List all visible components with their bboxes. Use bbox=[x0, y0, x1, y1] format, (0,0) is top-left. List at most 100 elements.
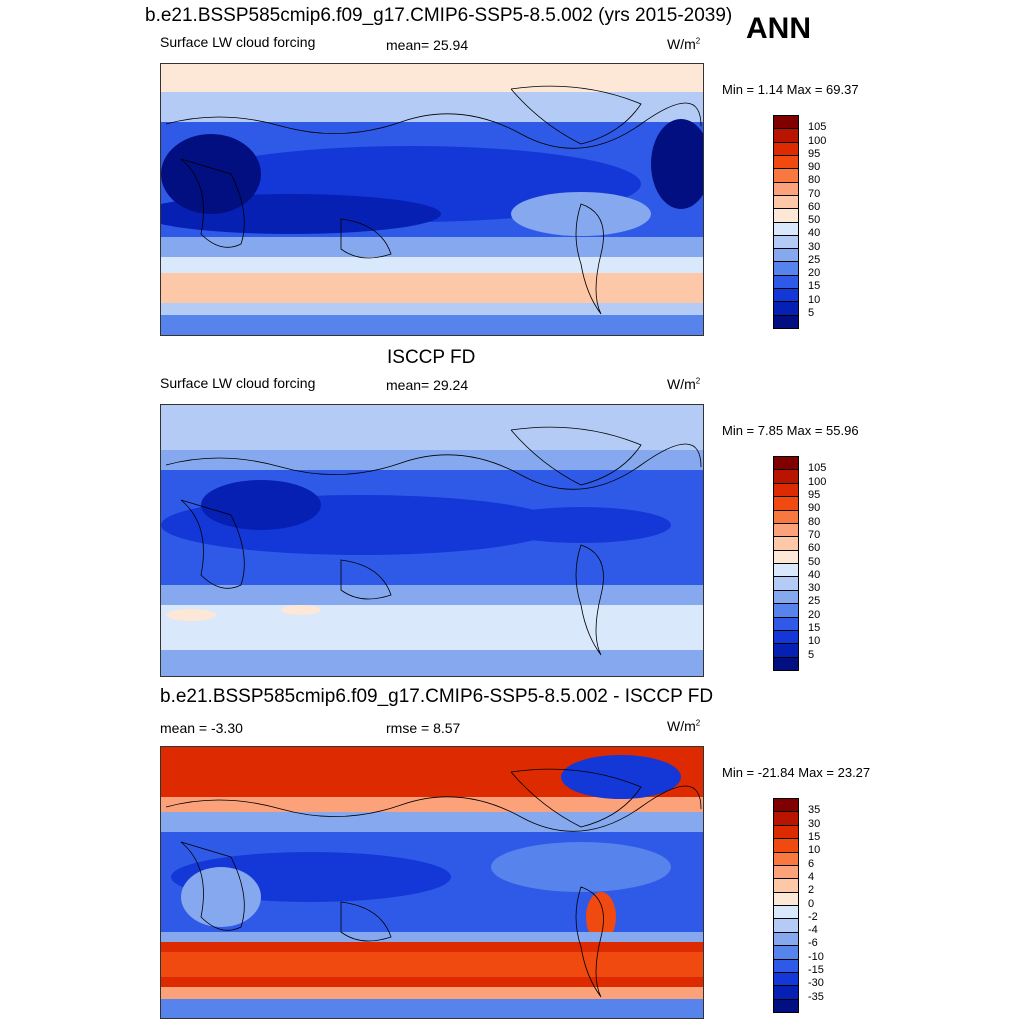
colorbar-tick-label: 5 bbox=[808, 648, 815, 661]
colorbar-segment bbox=[774, 315, 798, 328]
colorbar-segment bbox=[774, 235, 798, 250]
colorbar-tick-label: 20 bbox=[808, 267, 821, 279]
colorbar-tick-label: 60 bbox=[808, 200, 821, 213]
panel1-mean: mean= 25.94 bbox=[386, 37, 469, 53]
colorbar-segment bbox=[774, 825, 798, 840]
colorbar-segment bbox=[774, 617, 798, 631]
colorbar-tick-label: 60 bbox=[808, 542, 821, 555]
colorbar-tick-label: 50 bbox=[808, 214, 821, 226]
colorbar-segment bbox=[774, 169, 798, 183]
panel2-variable: Surface LW cloud forcing bbox=[160, 375, 316, 391]
colorbar-segment bbox=[774, 657, 798, 670]
colorbar-tick-label: 70 bbox=[808, 528, 821, 541]
colorbar-segment bbox=[774, 537, 798, 551]
colorbar-tick-label: 90 bbox=[808, 161, 821, 173]
colorbar-segment bbox=[774, 209, 798, 223]
colorbar-segment bbox=[774, 195, 798, 210]
colorbar-tick-label: 70 bbox=[808, 187, 821, 200]
colorbar-tick-label: 80 bbox=[808, 515, 821, 528]
colorbar-segment bbox=[774, 986, 798, 1000]
colorbar-segment bbox=[774, 852, 798, 866]
colorbar-segment bbox=[774, 906, 798, 920]
colorbar-tick-label: 30 bbox=[808, 817, 821, 830]
panel2-title: ISCCP FD bbox=[387, 347, 476, 368]
colorbar-segment bbox=[774, 564, 798, 578]
colorbar-segment bbox=[774, 457, 798, 471]
panel3-minmax: Min = -21.84 Max = 23.27 bbox=[722, 765, 871, 780]
panel2-units: W/m2 bbox=[667, 376, 701, 392]
colorbar-tick-label: 95 bbox=[808, 147, 821, 160]
colorbar-segment bbox=[774, 510, 798, 524]
colorbar-segment bbox=[774, 999, 798, 1012]
colorbar-tick-label: 100 bbox=[808, 475, 827, 488]
colorbar-segment bbox=[774, 249, 798, 263]
colorbar-tick-label: -6 bbox=[808, 937, 818, 950]
panel3-rmse: rmse = 8.57 bbox=[386, 720, 461, 736]
panel2-mean: mean= 29.24 bbox=[386, 377, 469, 393]
panel3-units: W/m2 bbox=[667, 718, 701, 734]
colorbar-segment bbox=[774, 550, 798, 564]
colorbar-tick-label: -2 bbox=[808, 910, 818, 923]
colorbar-tick-label: 40 bbox=[808, 227, 821, 240]
panel2-map bbox=[160, 404, 704, 677]
colorbar-segment bbox=[774, 483, 798, 498]
colorbar-tick-label: 10 bbox=[808, 844, 821, 857]
colorbar-segment bbox=[774, 275, 798, 290]
colorbar-segment bbox=[774, 892, 798, 906]
panel1-colorbar bbox=[773, 115, 799, 329]
colorbar-tick-label: -35 bbox=[808, 990, 824, 1003]
colorbar-tick-label: 25 bbox=[808, 595, 821, 608]
colorbar-tick-label: 35 bbox=[808, 804, 821, 817]
colorbar-segment bbox=[774, 302, 798, 316]
colorbar-segment bbox=[774, 865, 798, 880]
colorbar-segment bbox=[774, 604, 798, 618]
colorbar-segment bbox=[774, 959, 798, 973]
panel1-units: W/m2 bbox=[667, 36, 701, 52]
colorbar-segment bbox=[774, 155, 798, 170]
panel3-map bbox=[160, 746, 704, 1019]
colorbar-segment bbox=[774, 497, 798, 511]
colorbar-segment bbox=[774, 182, 798, 196]
colorbar-segment bbox=[774, 590, 798, 605]
colorbar-segment bbox=[774, 799, 798, 813]
colorbar-tick-label: 2 bbox=[808, 884, 815, 897]
colorbar-segment bbox=[774, 470, 798, 484]
colorbar-segment bbox=[774, 630, 798, 645]
colorbar-tick-label: -10 bbox=[808, 950, 824, 963]
colorbar-tick-label: 90 bbox=[808, 502, 821, 515]
colorbar-segment bbox=[774, 289, 798, 303]
colorbar-tick-label: 10 bbox=[808, 635, 821, 648]
colorbar-tick-label: 30 bbox=[808, 240, 821, 253]
colorbar-segment bbox=[774, 222, 798, 236]
colorbar-tick-label: 25 bbox=[808, 253, 821, 266]
colorbar-tick-label: 20 bbox=[808, 608, 821, 621]
colorbar-segment bbox=[774, 812, 798, 826]
colorbar-tick-label: 10 bbox=[808, 293, 821, 306]
colorbar-tick-label: 30 bbox=[808, 582, 821, 595]
colorbar-tick-label: 4 bbox=[808, 870, 815, 883]
panel2-minmax: Min = 7.85 Max = 55.96 bbox=[722, 423, 859, 438]
colorbar-segment bbox=[774, 946, 798, 960]
colorbar-tick-label: 6 bbox=[808, 857, 815, 870]
colorbar-tick-label: 100 bbox=[808, 134, 827, 147]
colorbar-tick-label: 80 bbox=[808, 174, 821, 187]
colorbar-tick-label: -4 bbox=[808, 924, 818, 937]
panel3-mean: mean = -3.30 bbox=[160, 720, 243, 736]
colorbar-segment bbox=[774, 577, 798, 591]
colorbar-tick-label: 0 bbox=[808, 897, 815, 910]
panel2-colorbar bbox=[773, 456, 799, 671]
colorbar-segment bbox=[774, 839, 798, 853]
colorbar-segment bbox=[774, 972, 798, 987]
colorbar-tick-label: 15 bbox=[808, 622, 821, 635]
panel1-title: b.e21.BSSP585cmip6.f09_g17.CMIP6-SSP5-8.… bbox=[145, 5, 733, 26]
panel1-variable: Surface LW cloud forcing bbox=[160, 34, 316, 50]
colorbar-segment bbox=[774, 116, 798, 130]
season-tag: ANN bbox=[746, 12, 811, 45]
panel1-minmax: Min = 1.14 Max = 69.37 bbox=[722, 82, 859, 97]
colorbar-tick-label: 40 bbox=[808, 568, 821, 581]
colorbar-tick-label: 15 bbox=[808, 830, 821, 843]
colorbar-tick-label: 15 bbox=[808, 280, 821, 293]
colorbar-segment bbox=[774, 644, 798, 658]
colorbar-segment bbox=[774, 523, 798, 538]
colorbar-tick-label: -30 bbox=[808, 977, 824, 990]
